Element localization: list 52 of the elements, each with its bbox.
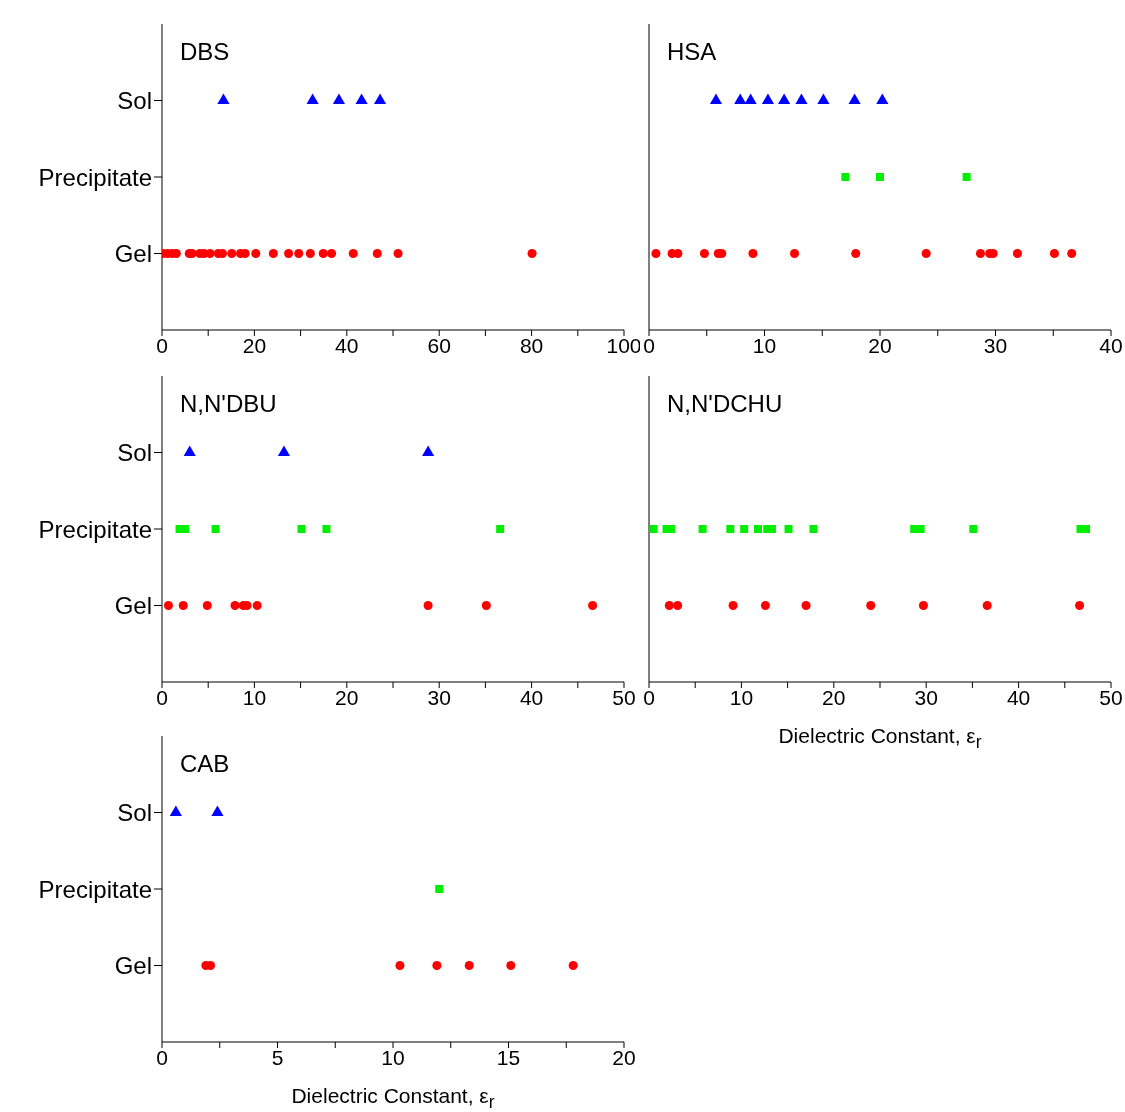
y-tick-label: Precipitate: [38, 515, 152, 543]
text: CAB: [180, 750, 230, 778]
x-tick-label: 15: [496, 1045, 521, 1069]
x-tick-label: 30: [914, 685, 938, 709]
x-tick-label: 20: [335, 685, 359, 709]
x-tick-label: 50: [1099, 685, 1123, 709]
point: [784, 525, 793, 533]
point: [698, 525, 707, 533]
x-tick-label: 20: [612, 1045, 636, 1069]
y-tick-label: Gel: [114, 240, 152, 268]
point: [740, 525, 749, 533]
x-tick-label: 10: [381, 1045, 405, 1069]
point: [754, 525, 763, 533]
text: N,N'DBU: [180, 390, 277, 418]
x-tick-label: 0: [156, 333, 168, 357]
point: [969, 525, 978, 533]
y-tick-label: Sol: [117, 439, 152, 467]
x-tick-label: 20: [822, 685, 846, 709]
x-tick-label: 0: [643, 333, 655, 357]
x-tick-label: 60: [427, 333, 451, 357]
y-tick-label: Precipitate: [38, 875, 152, 903]
x-tick-label: 10: [752, 333, 777, 357]
point: [809, 525, 818, 533]
y-tick-label: Precipitate: [38, 163, 152, 191]
x-tick-label: 0: [643, 685, 655, 709]
x-tick-label: 30: [427, 685, 451, 709]
text: N,N'DCHU: [667, 390, 783, 418]
x-tick-label: 5: [271, 1045, 284, 1069]
text: HSA: [667, 38, 717, 66]
x-tick-label: 40: [335, 333, 359, 357]
x-tick-label: 40: [1006, 685, 1031, 709]
y-tick-label: Sol: [117, 799, 152, 827]
x-tick-label: 30: [983, 333, 1008, 357]
x-axis-title: Dielectric Constant, ε$_{r}$: [777, 724, 983, 754]
x-tick-label: 50: [612, 685, 636, 709]
x-tick-label: 20: [242, 333, 267, 357]
y-tick-label: Sol: [117, 87, 152, 115]
x-tick-label: 0: [156, 1045, 168, 1069]
x-tick-label: 20: [868, 333, 892, 357]
y-tick-label: Gel: [114, 952, 152, 980]
x-axis-title: Dielectric Constant, ε$_{r}$: [290, 1084, 496, 1112]
x-tick-label: 80: [519, 333, 544, 357]
x-tick-label: 100: [606, 333, 642, 357]
x-tick-label: 10: [242, 685, 267, 709]
y-tick-label: Gel: [114, 592, 152, 620]
x-tick-label: 40: [519, 685, 544, 709]
x-tick-label: 0: [156, 685, 168, 709]
x-tick-label: 40: [1099, 333, 1123, 357]
point: [649, 525, 658, 533]
text: DBS: [180, 38, 230, 66]
x-tick-label: 10: [729, 685, 754, 709]
point: [726, 525, 735, 533]
